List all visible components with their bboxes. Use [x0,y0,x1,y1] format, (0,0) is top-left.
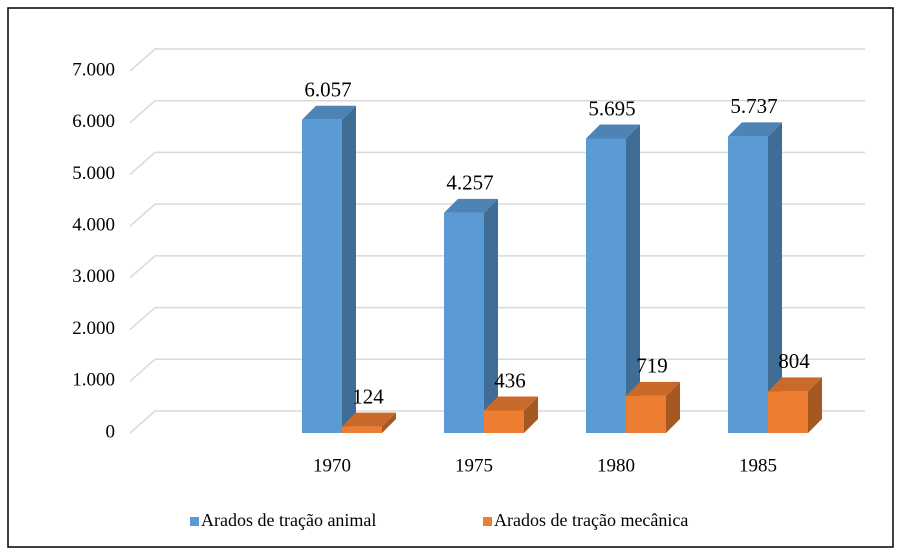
bar [444,212,484,433]
bar [586,138,626,434]
data-label: 436 [494,368,526,392]
bar-top [728,122,782,137]
x-tick-label: 1985 [739,455,777,476]
bar [302,119,342,433]
bar-top [484,396,538,411]
bar-side [484,198,498,433]
bar-top [302,105,356,120]
x-tick-label: 1980 [597,455,635,476]
legend-swatch [483,517,492,526]
y-tick-label: 1.000 [72,370,115,391]
bar-top [444,198,498,213]
y-tick-label: 6.000 [72,111,115,132]
data-label: 6.057 [304,78,351,102]
bar-top [342,412,396,427]
data-label: 5.695 [588,96,635,120]
bar-side [524,396,538,433]
legend-swatch [190,517,199,526]
legend-label: Arados de tração mecânica [494,510,688,530]
bar [626,395,666,433]
grid-line [129,99,865,124]
bar-side [768,122,782,434]
bar [768,391,808,433]
bar [484,410,524,433]
y-tick-label: 5.000 [72,163,115,184]
bar-side [808,377,822,433]
bar-side [626,124,640,433]
bar-top [626,381,680,396]
data-label: 804 [778,349,810,373]
grid-line [129,48,865,72]
data-label: 719 [636,354,668,378]
data-label: 124 [352,384,384,408]
bar-top [768,377,822,392]
bar-side [342,105,356,433]
y-tick-label: 0 [106,421,116,442]
x-tick-label: 1975 [455,455,493,476]
bar-side [382,412,396,433]
y-tick-label: 4.000 [72,215,115,236]
legend-label: Arados de tração animal [201,510,376,530]
data-label: 4.257 [446,171,493,195]
bar-top [586,124,640,139]
bar [728,136,768,434]
bar-side [666,381,680,433]
bar [342,426,382,433]
y-tick-label: 2.000 [72,318,115,339]
x-tick-label: 1970 [313,455,351,476]
data-label: 5.737 [730,94,777,118]
y-tick-label: 7.000 [72,59,115,80]
y-tick-label: 3.000 [72,266,115,287]
